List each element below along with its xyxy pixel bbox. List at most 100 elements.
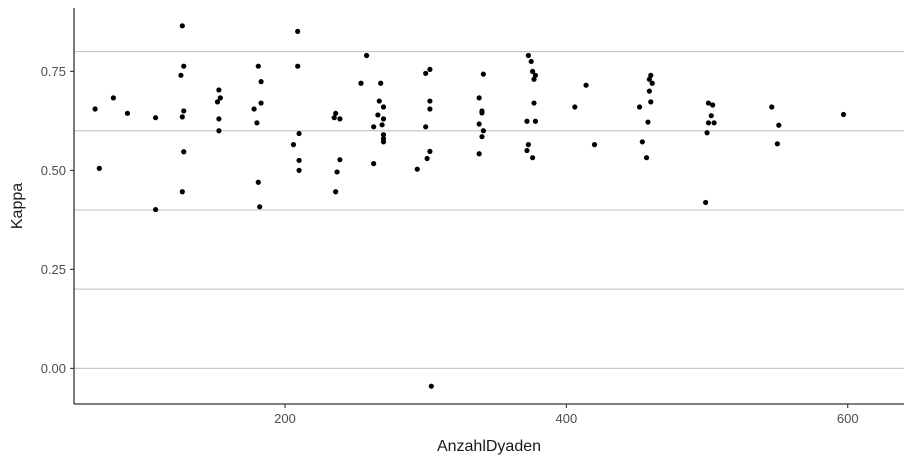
data-point — [530, 68, 536, 74]
data-point — [257, 204, 263, 210]
data-point — [358, 80, 364, 86]
data-point — [424, 155, 430, 162]
data-point — [110, 95, 116, 101]
data-point — [333, 110, 339, 116]
data-point — [375, 112, 381, 118]
data-point — [710, 102, 716, 108]
data-point — [591, 142, 598, 148]
data-point — [645, 119, 651, 125]
y-tick-label: 0.75 — [41, 64, 66, 79]
data-point — [124, 110, 131, 116]
data-point — [776, 122, 782, 128]
data-point — [476, 121, 482, 127]
y-tick-label: 0.25 — [41, 262, 66, 277]
x-tick-label: 600 — [837, 411, 859, 426]
data-point — [181, 108, 187, 114]
data-point — [181, 149, 187, 155]
y-axis-title: Kappa — [9, 183, 26, 229]
data-point — [376, 98, 382, 104]
data-point — [181, 63, 187, 69]
data-point — [296, 130, 302, 137]
data-point — [583, 82, 589, 88]
data-point — [704, 130, 710, 136]
data-point — [532, 72, 539, 78]
data-point — [531, 100, 537, 106]
data-point — [380, 116, 387, 122]
data-point — [216, 116, 222, 122]
data-point — [428, 383, 434, 389]
data-point — [705, 100, 712, 106]
data-point — [295, 28, 301, 34]
x-axis-title: AnzahlDyaden — [437, 438, 541, 455]
data-point — [528, 58, 534, 65]
data-point — [427, 66, 433, 72]
data-point — [840, 111, 847, 118]
x-tick-label: 200 — [274, 411, 296, 426]
data-point — [572, 104, 578, 110]
data-point — [480, 71, 486, 77]
data-point — [711, 120, 717, 126]
data-point — [427, 148, 433, 154]
data-point — [479, 110, 485, 116]
data-point — [258, 79, 264, 85]
data-point — [530, 155, 536, 161]
data-point — [331, 115, 337, 121]
data-point — [648, 72, 654, 78]
data-point — [179, 114, 185, 120]
data-point — [217, 95, 223, 101]
data-point — [255, 63, 261, 69]
data-point — [524, 147, 530, 154]
data-point — [646, 76, 652, 82]
y-tick-label: 0.50 — [41, 163, 66, 178]
data-point — [378, 80, 384, 86]
data-point — [476, 151, 482, 157]
data-point — [296, 157, 302, 164]
data-point — [214, 99, 221, 105]
data-point — [703, 199, 709, 206]
data-point — [636, 104, 643, 110]
data-point — [643, 155, 650, 161]
data-point — [379, 122, 385, 128]
data-point — [179, 23, 185, 29]
data-point — [708, 113, 714, 119]
y-axis-ticks: 0.00 0.25 0.50 0.75 — [41, 64, 74, 376]
data-point — [648, 99, 654, 105]
data-point — [414, 166, 420, 172]
data-point — [479, 134, 485, 140]
data-point — [290, 142, 297, 148]
data-point — [255, 179, 261, 185]
data-point — [258, 100, 264, 106]
data-point — [427, 106, 433, 112]
data-point — [423, 124, 429, 130]
data-point — [371, 161, 377, 167]
data-point — [769, 104, 775, 110]
data-point — [254, 120, 260, 126]
data-point — [774, 141, 780, 147]
data-point — [333, 189, 339, 195]
data-point — [380, 104, 387, 110]
data-point — [96, 165, 102, 171]
data-point — [524, 118, 530, 124]
data-point — [334, 169, 340, 175]
reference-lines — [74, 50, 904, 369]
data-point — [649, 80, 655, 86]
x-tick-label: 400 — [556, 411, 578, 426]
data-point — [364, 52, 370, 59]
data-point — [251, 106, 257, 112]
data-point — [646, 88, 652, 94]
data-point — [380, 132, 387, 138]
data-point — [337, 116, 343, 122]
data-point — [423, 70, 429, 76]
data-point — [380, 139, 387, 145]
data-point — [476, 95, 482, 101]
data-point — [525, 52, 531, 59]
data-point — [179, 189, 185, 195]
data-point — [296, 167, 302, 173]
data-point — [152, 115, 159, 121]
x-axis-ticks: 200 400 600 — [274, 404, 859, 426]
data-point — [337, 157, 343, 163]
data-point — [639, 139, 645, 145]
data-point — [216, 128, 222, 134]
data-point — [531, 76, 537, 82]
